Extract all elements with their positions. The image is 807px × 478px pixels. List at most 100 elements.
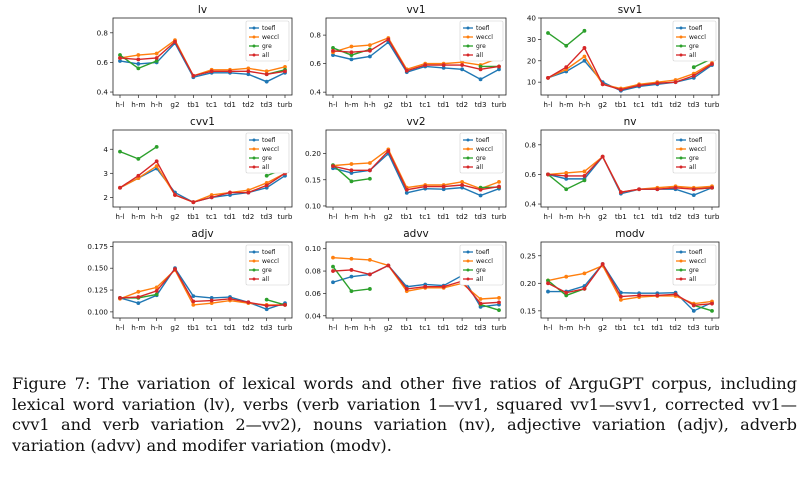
x-tick-label: h-h: [579, 100, 591, 109]
x-tick-label: h-l: [115, 100, 124, 109]
x-tick-label: h-l: [543, 100, 552, 109]
x-tick-label: tc1: [420, 212, 431, 221]
data-point: [691, 187, 696, 192]
x-tick-label: td3: [261, 100, 273, 109]
data-point: [367, 272, 372, 277]
panel-adjv: adjv 0.100 0.125 0.150 0.175 h-l h-m h-h g2 tb1 tc…: [87, 228, 292, 332]
legend: toefl weccl gre all: [459, 20, 504, 62]
x-tick-label: h-m: [559, 212, 573, 221]
data-point: [118, 56, 122, 60]
series-line: [332, 37, 500, 71]
x-tick-label: td3: [475, 100, 487, 109]
data-point: [283, 69, 287, 74]
data-point: [478, 193, 483, 198]
axes-frame: [112, 17, 293, 96]
legend-label: weccl: [476, 34, 493, 41]
legend-label: weccl: [262, 258, 279, 265]
legend-marker: [466, 147, 470, 151]
data-point: [136, 62, 141, 66]
legend-marker: [679, 165, 683, 169]
x-tick-label: turb: [278, 100, 293, 109]
data-point: [136, 66, 141, 71]
data-point: [349, 171, 354, 175]
y-tick-label: 0.10: [305, 201, 321, 210]
legend-label: all: [476, 164, 483, 171]
data-point: [118, 296, 122, 300]
data-point: [349, 162, 354, 166]
panel-nv: nv 0.4 0.6 0.8 h-l h-m h-h g2 tb1 tc1 td1 td2 td3 tur…: [525, 116, 720, 221]
data-point: [460, 179, 465, 184]
series-toefl: [331, 40, 501, 82]
data-point: [497, 308, 501, 313]
legend: toefl weccl gre all: [672, 132, 717, 174]
x-tick-label: h-h: [579, 323, 591, 332]
x-tick-label: td2: [670, 212, 682, 221]
legend-marker: [252, 53, 256, 57]
data-point: [655, 187, 660, 192]
data-point: [349, 50, 354, 55]
x-tick-label: td1: [224, 100, 236, 109]
data-point: [367, 161, 372, 165]
y-tick-label: 0.25: [520, 251, 536, 260]
y-tick-label: 0.175: [87, 242, 108, 251]
series-line: [547, 155, 713, 193]
x-tick-label: td3: [261, 212, 273, 221]
legend: toefl weccl gre all: [459, 244, 504, 286]
x-tick-label: h-h: [364, 323, 376, 332]
x-tick-label: h-h: [151, 100, 163, 109]
x-tick-label: td3: [688, 212, 700, 221]
data-point: [228, 296, 232, 301]
data-point: [691, 193, 696, 198]
legend-label: gre: [476, 43, 486, 50]
data-point: [497, 67, 501, 72]
x-tick-label: g2: [384, 212, 393, 221]
legend: toefl weccl gre all: [245, 132, 290, 174]
axes-frame: [325, 17, 507, 96]
data-point: [136, 295, 141, 299]
data-point: [331, 255, 335, 260]
data-point: [423, 184, 428, 189]
legend-marker: [679, 44, 683, 48]
x-tick-label: h-h: [364, 100, 376, 109]
data-point: [386, 149, 391, 153]
legend-label: weccl: [262, 34, 279, 41]
data-point: [546, 281, 550, 286]
series-line: [547, 59, 713, 92]
data-point: [136, 53, 141, 57]
data-point: [367, 54, 372, 59]
series-line: [119, 40, 286, 77]
data-point: [478, 297, 483, 301]
x-tick-label: h-m: [131, 323, 145, 332]
y-tick-label: 0.20: [520, 279, 536, 288]
legend-marker: [679, 35, 683, 39]
legend-marker: [679, 156, 683, 160]
legend-label: weccl: [689, 146, 706, 153]
x-tick-label: tc1: [633, 323, 644, 332]
legend-marker: [252, 165, 256, 169]
legend-label: weccl: [476, 146, 493, 153]
data-point: [564, 171, 569, 175]
data-point: [154, 56, 159, 60]
y-tick-label: 0.08: [305, 267, 321, 276]
legend-marker: [679, 250, 683, 254]
x-tick-label: turb: [705, 212, 720, 221]
x-tick-label: td2: [670, 100, 682, 109]
series-line: [119, 39, 286, 77]
legend-marker: [466, 250, 470, 254]
x-tick-label: turb: [492, 212, 507, 221]
data-point: [331, 53, 335, 57]
y-tick-label: 3: [103, 169, 108, 178]
data-point: [191, 299, 196, 304]
legend: toefl weccl gre all: [459, 132, 504, 174]
series-gre: [546, 28, 714, 70]
legend-marker: [252, 268, 256, 272]
data-point: [546, 75, 550, 80]
x-tick-label: turb: [278, 212, 293, 221]
series-line: [548, 262, 713, 312]
data-point: [246, 300, 251, 305]
data-point: [600, 262, 605, 266]
data-point: [154, 292, 159, 297]
data-point: [655, 81, 660, 86]
x-tick-label: td1: [438, 212, 450, 221]
